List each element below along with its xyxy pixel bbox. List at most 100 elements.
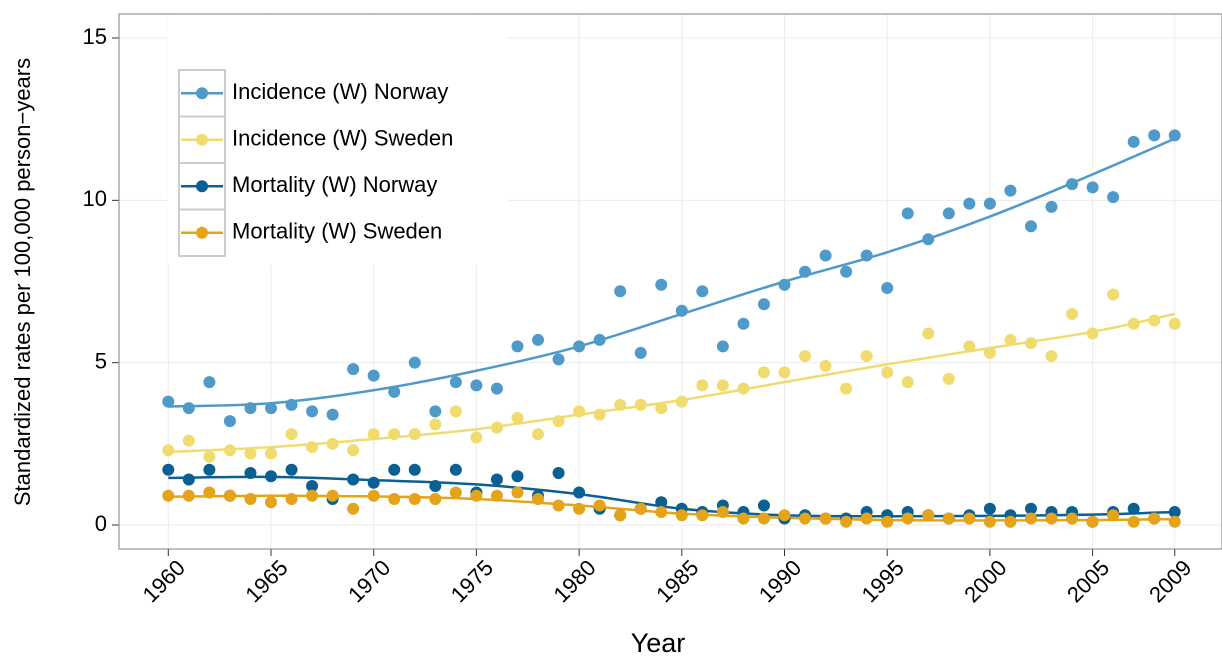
point: [840, 265, 853, 278]
point: [634, 398, 647, 411]
point: [244, 447, 257, 460]
point: [1004, 515, 1017, 528]
x-axis-title: Year: [631, 628, 686, 658]
point: [840, 382, 853, 395]
point: [1148, 512, 1161, 525]
x-tick-label: 1980: [548, 555, 600, 607]
point: [449, 486, 462, 499]
point: [696, 509, 709, 522]
point: [922, 233, 935, 246]
point: [799, 265, 812, 278]
point: [429, 480, 442, 493]
point: [203, 376, 216, 389]
point: [532, 333, 545, 346]
point: [983, 346, 996, 359]
point: [1127, 317, 1140, 330]
point: [1045, 350, 1058, 363]
point: [285, 493, 298, 506]
x-tick-label: 1975: [446, 555, 498, 607]
point: [799, 350, 812, 363]
x-tick-label: 1970: [343, 555, 395, 607]
point: [1168, 505, 1181, 518]
point: [367, 428, 380, 441]
point: [1004, 333, 1017, 346]
point: [675, 509, 688, 522]
point: [552, 499, 565, 512]
point: [388, 463, 401, 476]
x-tick-label: 2009: [1144, 555, 1196, 607]
point: [819, 512, 832, 525]
point: [840, 515, 853, 528]
y-tick-label: 0: [95, 511, 107, 536]
point: [922, 327, 935, 340]
point: [655, 505, 668, 518]
point: [532, 428, 545, 441]
point: [1086, 181, 1099, 194]
point: [223, 489, 236, 502]
legend: Incidence (W) Norway Incidence (W) Sweden…: [168, 15, 508, 265]
point: [942, 372, 955, 385]
point: [1086, 327, 1099, 340]
point: [737, 512, 750, 525]
point: [1107, 509, 1120, 522]
point: [675, 304, 688, 317]
point: [511, 411, 524, 424]
point: [983, 197, 996, 210]
point: [367, 369, 380, 382]
point: [264, 496, 277, 509]
point: [757, 499, 770, 512]
point: [306, 441, 319, 454]
x-tick-label: 1990: [754, 555, 806, 607]
point: [490, 382, 503, 395]
point: [490, 421, 503, 434]
point: [408, 463, 421, 476]
point: [1127, 515, 1140, 528]
point: [162, 395, 175, 408]
point: [901, 207, 914, 220]
point: [573, 502, 586, 515]
point: [593, 333, 606, 346]
legend-dot: [196, 226, 208, 239]
point: [511, 486, 524, 499]
point: [388, 385, 401, 398]
point: [737, 317, 750, 330]
point: [223, 415, 236, 428]
point: [696, 285, 709, 298]
point: [1024, 337, 1037, 350]
point: [757, 366, 770, 379]
legend-dot: [196, 180, 208, 193]
point: [716, 505, 729, 518]
point: [757, 512, 770, 525]
legend-dot: [196, 87, 208, 100]
point: [573, 405, 586, 418]
x-tick-label: 1985: [651, 555, 703, 607]
point: [881, 366, 894, 379]
x-tick-label: 1995: [857, 555, 909, 607]
point: [326, 437, 339, 450]
point: [429, 418, 442, 431]
point: [881, 281, 894, 294]
point: [429, 405, 442, 418]
point: [552, 467, 565, 480]
point: [306, 489, 319, 502]
point: [1066, 307, 1079, 320]
point: [203, 450, 216, 463]
point: [963, 197, 976, 210]
point: [511, 340, 524, 353]
point: [737, 382, 750, 395]
point: [1024, 220, 1037, 233]
point: [963, 512, 976, 525]
x-tick-label: 1960: [138, 555, 190, 607]
point: [942, 207, 955, 220]
point: [306, 480, 319, 493]
point: [552, 353, 565, 366]
point: [675, 395, 688, 408]
point: [1168, 317, 1181, 330]
y-tick-label: 5: [95, 348, 107, 373]
point: [778, 366, 791, 379]
point: [244, 493, 257, 506]
point: [490, 489, 503, 502]
point: [347, 444, 360, 457]
point: [778, 278, 791, 291]
point: [860, 350, 873, 363]
